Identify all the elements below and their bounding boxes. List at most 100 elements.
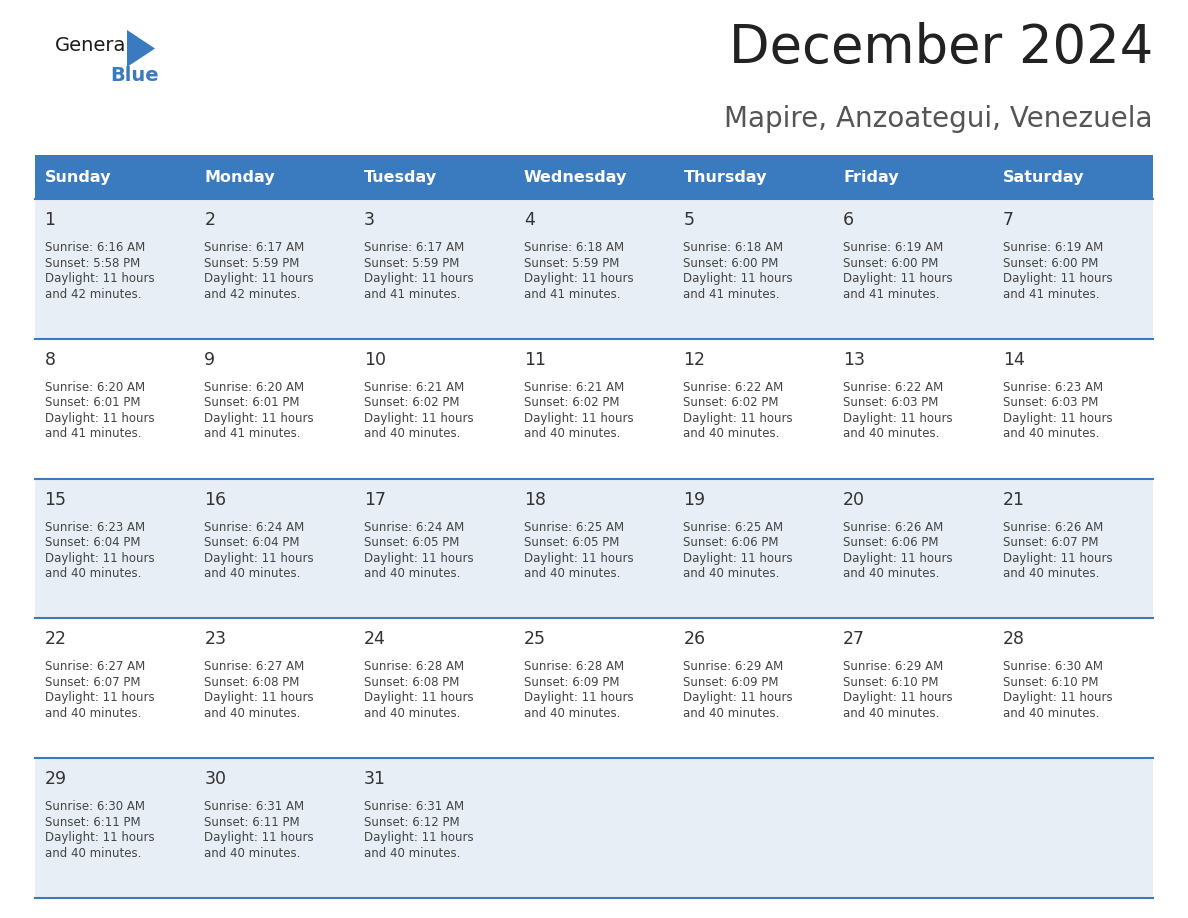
Text: and 40 minutes.: and 40 minutes. — [204, 567, 301, 580]
Text: Sunset: 6:10 PM: Sunset: 6:10 PM — [1003, 676, 1099, 688]
Text: Daylight: 11 hours: Daylight: 11 hours — [683, 412, 794, 425]
Text: 31: 31 — [364, 770, 386, 789]
Text: Sunrise: 6:23 AM: Sunrise: 6:23 AM — [45, 521, 145, 533]
Bar — [514, 478, 674, 619]
Text: 11: 11 — [524, 351, 545, 369]
Bar — [993, 758, 1154, 898]
Text: General: General — [55, 36, 132, 55]
Text: and 40 minutes.: and 40 minutes. — [683, 567, 779, 580]
Text: Daylight: 11 hours: Daylight: 11 hours — [843, 691, 953, 704]
Text: Sunset: 6:00 PM: Sunset: 6:00 PM — [1003, 256, 1098, 270]
Text: Sunset: 5:59 PM: Sunset: 5:59 PM — [204, 256, 299, 270]
Text: 6: 6 — [843, 211, 854, 229]
Bar — [674, 339, 834, 478]
Text: Daylight: 11 hours: Daylight: 11 hours — [45, 691, 154, 704]
Text: 21: 21 — [1003, 490, 1025, 509]
Text: Daylight: 11 hours: Daylight: 11 hours — [843, 552, 953, 565]
Text: and 40 minutes.: and 40 minutes. — [364, 427, 461, 441]
Text: and 40 minutes.: and 40 minutes. — [524, 567, 620, 580]
Text: and 40 minutes.: and 40 minutes. — [843, 427, 940, 441]
Bar — [354, 619, 514, 758]
Text: Sunset: 5:58 PM: Sunset: 5:58 PM — [45, 256, 140, 270]
Text: Blue: Blue — [110, 66, 159, 85]
Text: Sunrise: 6:25 AM: Sunrise: 6:25 AM — [683, 521, 784, 533]
Text: Daylight: 11 hours: Daylight: 11 hours — [1003, 412, 1112, 425]
Text: and 41 minutes.: and 41 minutes. — [843, 287, 940, 300]
Bar — [674, 155, 834, 199]
Text: Sunrise: 6:28 AM: Sunrise: 6:28 AM — [364, 660, 465, 674]
Bar — [993, 619, 1154, 758]
Text: 26: 26 — [683, 631, 706, 648]
Text: Sunrise: 6:22 AM: Sunrise: 6:22 AM — [843, 381, 943, 394]
Text: Saturday: Saturday — [1003, 170, 1085, 185]
Text: Sunrise: 6:17 AM: Sunrise: 6:17 AM — [204, 241, 304, 254]
Text: Sunset: 6:01 PM: Sunset: 6:01 PM — [204, 397, 299, 409]
Text: Sunset: 6:08 PM: Sunset: 6:08 PM — [364, 676, 460, 688]
Text: Sunset: 6:12 PM: Sunset: 6:12 PM — [364, 816, 460, 829]
Text: and 40 minutes.: and 40 minutes. — [843, 707, 940, 720]
Text: Sunset: 6:11 PM: Sunset: 6:11 PM — [204, 816, 299, 829]
Bar — [674, 199, 834, 339]
Text: Daylight: 11 hours: Daylight: 11 hours — [204, 691, 314, 704]
Text: Sunrise: 6:16 AM: Sunrise: 6:16 AM — [45, 241, 145, 254]
Text: Sunset: 6:07 PM: Sunset: 6:07 PM — [45, 676, 140, 688]
Text: Sunrise: 6:27 AM: Sunrise: 6:27 AM — [204, 660, 304, 674]
Text: and 40 minutes.: and 40 minutes. — [45, 846, 141, 859]
Text: Sunrise: 6:28 AM: Sunrise: 6:28 AM — [524, 660, 624, 674]
Bar — [354, 758, 514, 898]
Text: 7: 7 — [1003, 211, 1013, 229]
Text: 10: 10 — [364, 351, 386, 369]
Text: Wednesday: Wednesday — [524, 170, 627, 185]
Text: and 41 minutes.: and 41 minutes. — [524, 287, 620, 300]
Text: and 40 minutes.: and 40 minutes. — [204, 707, 301, 720]
Text: Sunset: 6:03 PM: Sunset: 6:03 PM — [843, 397, 939, 409]
Text: Sunrise: 6:26 AM: Sunrise: 6:26 AM — [1003, 521, 1104, 533]
Text: Daylight: 11 hours: Daylight: 11 hours — [45, 272, 154, 285]
Text: Sunset: 6:02 PM: Sunset: 6:02 PM — [683, 397, 779, 409]
Text: 30: 30 — [204, 770, 226, 789]
Bar — [354, 478, 514, 619]
Text: Daylight: 11 hours: Daylight: 11 hours — [524, 552, 633, 565]
Text: Sunrise: 6:23 AM: Sunrise: 6:23 AM — [1003, 381, 1102, 394]
Text: 28: 28 — [1003, 631, 1025, 648]
Text: Sunrise: 6:19 AM: Sunrise: 6:19 AM — [1003, 241, 1104, 254]
Text: and 41 minutes.: and 41 minutes. — [45, 427, 141, 441]
Bar — [34, 619, 195, 758]
Text: Sunset: 6:01 PM: Sunset: 6:01 PM — [45, 397, 140, 409]
Text: Sunrise: 6:20 AM: Sunrise: 6:20 AM — [45, 381, 145, 394]
Bar — [195, 155, 354, 199]
Text: Sunrise: 6:22 AM: Sunrise: 6:22 AM — [683, 381, 784, 394]
Text: and 40 minutes.: and 40 minutes. — [364, 846, 461, 859]
Bar — [674, 619, 834, 758]
Polygon shape — [127, 30, 154, 67]
Text: and 41 minutes.: and 41 minutes. — [364, 287, 461, 300]
Bar — [514, 619, 674, 758]
Text: and 40 minutes.: and 40 minutes. — [364, 567, 461, 580]
Text: 19: 19 — [683, 490, 706, 509]
Bar — [195, 619, 354, 758]
Text: Daylight: 11 hours: Daylight: 11 hours — [524, 691, 633, 704]
Bar — [195, 199, 354, 339]
Text: Mapire, Anzoategui, Venezuela: Mapire, Anzoategui, Venezuela — [725, 105, 1154, 133]
Bar — [834, 758, 993, 898]
Bar — [514, 339, 674, 478]
Bar — [993, 155, 1154, 199]
Text: 9: 9 — [204, 351, 215, 369]
Text: 18: 18 — [524, 490, 545, 509]
Text: Sunset: 6:05 PM: Sunset: 6:05 PM — [364, 536, 460, 549]
Text: 1: 1 — [45, 211, 56, 229]
Text: Sunrise: 6:24 AM: Sunrise: 6:24 AM — [364, 521, 465, 533]
Text: Sunset: 6:02 PM: Sunset: 6:02 PM — [364, 397, 460, 409]
Text: Sunrise: 6:26 AM: Sunrise: 6:26 AM — [843, 521, 943, 533]
Bar — [34, 339, 195, 478]
Bar — [993, 199, 1154, 339]
Bar — [34, 478, 195, 619]
Text: 27: 27 — [843, 631, 865, 648]
Text: Sunset: 6:10 PM: Sunset: 6:10 PM — [843, 676, 939, 688]
Text: Daylight: 11 hours: Daylight: 11 hours — [683, 691, 794, 704]
Bar — [834, 478, 993, 619]
Text: Daylight: 11 hours: Daylight: 11 hours — [524, 412, 633, 425]
Text: Sunrise: 6:27 AM: Sunrise: 6:27 AM — [45, 660, 145, 674]
Text: 24: 24 — [364, 631, 386, 648]
Text: and 42 minutes.: and 42 minutes. — [45, 287, 141, 300]
